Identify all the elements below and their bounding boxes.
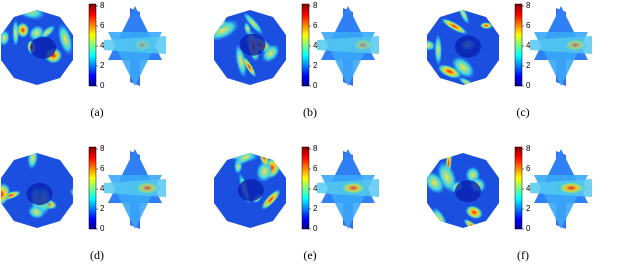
heat-blob bbox=[12, 10, 46, 21]
cold-center bbox=[454, 35, 481, 58]
heat-blob bbox=[451, 56, 475, 79]
disk-heatmap bbox=[1, 10, 73, 85]
panel: 0 2 4 6 8 (b) bbox=[214, 1, 379, 119]
colorbar-tick-label: 8 bbox=[313, 144, 318, 153]
colorbar-tick-label: 0 bbox=[526, 224, 531, 233]
panel: 0 2 4 6 8 (c) bbox=[427, 1, 592, 119]
colorbar bbox=[514, 3, 523, 87]
colorbar-tick-label: 0 bbox=[100, 224, 105, 233]
cold-center bbox=[26, 183, 53, 206]
colorbar-tick-label: 2 bbox=[313, 61, 318, 70]
colorbar-tick-label: 2 bbox=[100, 61, 105, 70]
slice-hot bbox=[563, 38, 588, 52]
heat-blob bbox=[214, 19, 240, 41]
slice-hot bbox=[556, 181, 587, 195]
colorbar-tick-label: 0 bbox=[313, 224, 318, 233]
heat-blob bbox=[39, 24, 56, 40]
slice-view bbox=[104, 6, 166, 86]
slice-view bbox=[317, 6, 379, 86]
heat-blob bbox=[427, 39, 436, 51]
colorbar-tick-label: 2 bbox=[313, 204, 318, 213]
heat-blob bbox=[434, 33, 443, 67]
heat-blob bbox=[260, 188, 281, 211]
colorbar-tick-label: 8 bbox=[100, 1, 105, 10]
heat-blob bbox=[242, 11, 264, 35]
colorbar-tick-label: 4 bbox=[526, 41, 531, 50]
heat-blob bbox=[235, 43, 247, 79]
slice-view bbox=[104, 149, 166, 229]
heat-blob bbox=[457, 10, 470, 25]
colorbar-tick-label: 0 bbox=[313, 81, 318, 90]
panel-label: (f) bbox=[517, 248, 529, 262]
colorbar-tick-label: 4 bbox=[526, 184, 531, 193]
colorbar-tick-label: 6 bbox=[313, 21, 318, 30]
colorbar-tick-label: 0 bbox=[100, 81, 105, 90]
slice-hot bbox=[132, 38, 153, 52]
panel-label: (a) bbox=[90, 105, 103, 119]
colorbar bbox=[301, 146, 310, 230]
cold-center bbox=[239, 33, 266, 56]
panel: 0 2 4 6 8 (e) bbox=[214, 144, 379, 262]
colorbar-tick-label: 6 bbox=[526, 164, 531, 173]
heat-blob bbox=[437, 64, 462, 79]
colorbar-tick-label: 6 bbox=[526, 21, 531, 30]
disk-heatmap bbox=[427, 153, 499, 228]
colorbar bbox=[88, 146, 97, 230]
heat-blob bbox=[70, 187, 73, 200]
cold-center bbox=[454, 180, 481, 203]
colorbar-tick-label: 4 bbox=[313, 184, 318, 193]
heat-blob bbox=[479, 22, 493, 30]
slice-view bbox=[530, 149, 592, 229]
colorbar-tick-label: 8 bbox=[100, 144, 105, 153]
colorbar-tick-label: 8 bbox=[526, 1, 531, 10]
panel: 0 2 4 6 8 (a) bbox=[1, 1, 166, 119]
panel-label: (c) bbox=[516, 105, 529, 119]
disk-heatmap bbox=[214, 10, 286, 85]
colorbar bbox=[301, 3, 310, 87]
colorbar bbox=[88, 3, 97, 87]
cold-center bbox=[237, 179, 264, 202]
colorbar-tick-label: 8 bbox=[526, 144, 531, 153]
colorbar-tick-label: 8 bbox=[313, 1, 318, 10]
colorbar-tick-label: 0 bbox=[526, 81, 531, 90]
colorbar-tick-label: 6 bbox=[100, 164, 105, 173]
panel-label: (d) bbox=[90, 248, 104, 262]
heat-blob bbox=[427, 171, 446, 195]
heat-blob bbox=[440, 17, 468, 35]
heat-blob bbox=[27, 153, 39, 170]
disk-heatmap bbox=[1, 153, 73, 228]
panel-label: (b) bbox=[303, 105, 317, 119]
slice-hot bbox=[134, 181, 161, 195]
heat-blob bbox=[16, 22, 30, 38]
slice-hot bbox=[351, 38, 374, 52]
colorbar-tick-label: 6 bbox=[100, 21, 105, 30]
slice-view bbox=[317, 149, 379, 229]
slice-view bbox=[530, 6, 592, 86]
cold-center bbox=[30, 36, 57, 59]
colorbar-tick-label: 2 bbox=[100, 204, 105, 213]
colorbar-tick-label: 6 bbox=[313, 164, 318, 173]
disk-heatmap bbox=[427, 10, 499, 85]
colorbar-tick-label: 2 bbox=[526, 61, 531, 70]
panel: 0 2 4 6 8 (f) bbox=[427, 144, 592, 262]
panel: 0 2 4 6 8 (d) bbox=[1, 144, 166, 262]
heat-blob bbox=[57, 23, 73, 56]
heat-blob bbox=[1, 182, 11, 207]
colorbar-tick-label: 4 bbox=[100, 41, 105, 50]
heat-blob bbox=[12, 18, 20, 47]
colorbar-tick-label: 4 bbox=[100, 184, 105, 193]
heat-blob bbox=[261, 44, 280, 63]
slice-hot bbox=[339, 181, 368, 195]
colorbar-tick-label: 2 bbox=[526, 204, 531, 213]
disk-heatmap bbox=[214, 153, 286, 228]
colorbar bbox=[514, 146, 523, 230]
heat-blob bbox=[465, 205, 484, 220]
heat-blob bbox=[241, 55, 257, 78]
panel-label: (e) bbox=[303, 248, 316, 262]
colorbar-tick-label: 4 bbox=[313, 41, 318, 50]
